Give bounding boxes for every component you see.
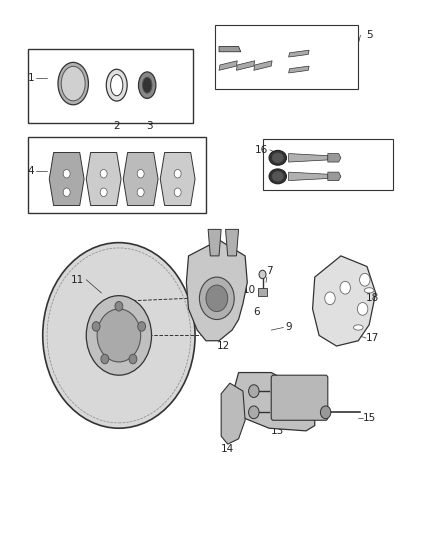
Text: 11: 11 (71, 274, 84, 285)
Polygon shape (289, 172, 328, 181)
Circle shape (115, 302, 123, 311)
Text: 8: 8 (233, 285, 240, 295)
Text: 17: 17 (366, 333, 379, 343)
Ellipse shape (138, 72, 156, 99)
Circle shape (63, 188, 70, 197)
Circle shape (138, 321, 145, 331)
Circle shape (63, 169, 70, 178)
Polygon shape (289, 154, 328, 162)
Bar (262, 139, 393, 190)
Circle shape (137, 188, 144, 197)
Bar (215, 25, 358, 89)
Ellipse shape (111, 75, 123, 96)
Circle shape (249, 385, 259, 398)
Polygon shape (226, 229, 239, 256)
Circle shape (174, 169, 181, 178)
Text: 18: 18 (366, 293, 379, 303)
Ellipse shape (272, 153, 283, 163)
Text: 4: 4 (28, 166, 34, 176)
Polygon shape (208, 229, 221, 256)
Bar (28, 136, 206, 214)
Circle shape (97, 309, 141, 362)
Ellipse shape (272, 172, 283, 181)
Ellipse shape (269, 169, 286, 184)
Circle shape (325, 292, 335, 305)
Bar (258, 288, 267, 296)
Bar (28, 49, 193, 123)
Text: 6: 6 (254, 306, 260, 317)
Circle shape (101, 354, 109, 364)
Circle shape (43, 243, 195, 428)
Text: 1: 1 (28, 73, 34, 83)
Circle shape (360, 273, 370, 286)
Text: 2: 2 (113, 121, 120, 131)
Circle shape (100, 169, 107, 178)
Text: 9: 9 (285, 322, 292, 333)
Ellipse shape (106, 69, 127, 101)
Circle shape (199, 277, 234, 319)
Polygon shape (328, 154, 341, 162)
Polygon shape (186, 240, 247, 341)
Circle shape (249, 406, 259, 419)
Polygon shape (160, 152, 195, 206)
Polygon shape (289, 50, 309, 57)
Circle shape (340, 281, 350, 294)
Circle shape (174, 188, 181, 197)
Circle shape (100, 188, 107, 197)
Polygon shape (49, 152, 84, 206)
Polygon shape (289, 66, 309, 73)
Text: 14: 14 (221, 445, 234, 455)
Circle shape (92, 321, 100, 331)
Circle shape (321, 406, 331, 419)
Ellipse shape (269, 150, 286, 165)
Polygon shape (237, 61, 254, 70)
FancyBboxPatch shape (271, 375, 328, 420)
Polygon shape (328, 172, 341, 181)
Ellipse shape (58, 62, 88, 105)
Text: 12: 12 (217, 341, 230, 351)
Circle shape (137, 169, 144, 178)
Text: 3: 3 (146, 121, 153, 131)
Polygon shape (219, 61, 237, 70)
Text: 5: 5 (366, 30, 372, 41)
Polygon shape (313, 256, 376, 346)
Text: 7: 7 (266, 266, 272, 276)
Ellipse shape (353, 325, 363, 330)
Polygon shape (219, 46, 241, 52)
Ellipse shape (61, 66, 85, 101)
Text: 16: 16 (254, 145, 268, 155)
Circle shape (206, 285, 228, 312)
Text: 13: 13 (271, 426, 284, 436)
Circle shape (129, 354, 137, 364)
Text: 10: 10 (243, 285, 256, 295)
Polygon shape (221, 383, 245, 444)
Circle shape (357, 303, 368, 316)
Polygon shape (86, 152, 121, 206)
Circle shape (259, 270, 266, 279)
Circle shape (86, 296, 152, 375)
Ellipse shape (364, 288, 374, 293)
Ellipse shape (142, 77, 152, 93)
Polygon shape (254, 61, 272, 70)
Polygon shape (234, 373, 315, 431)
Polygon shape (123, 152, 158, 206)
Text: 15: 15 (363, 413, 376, 423)
